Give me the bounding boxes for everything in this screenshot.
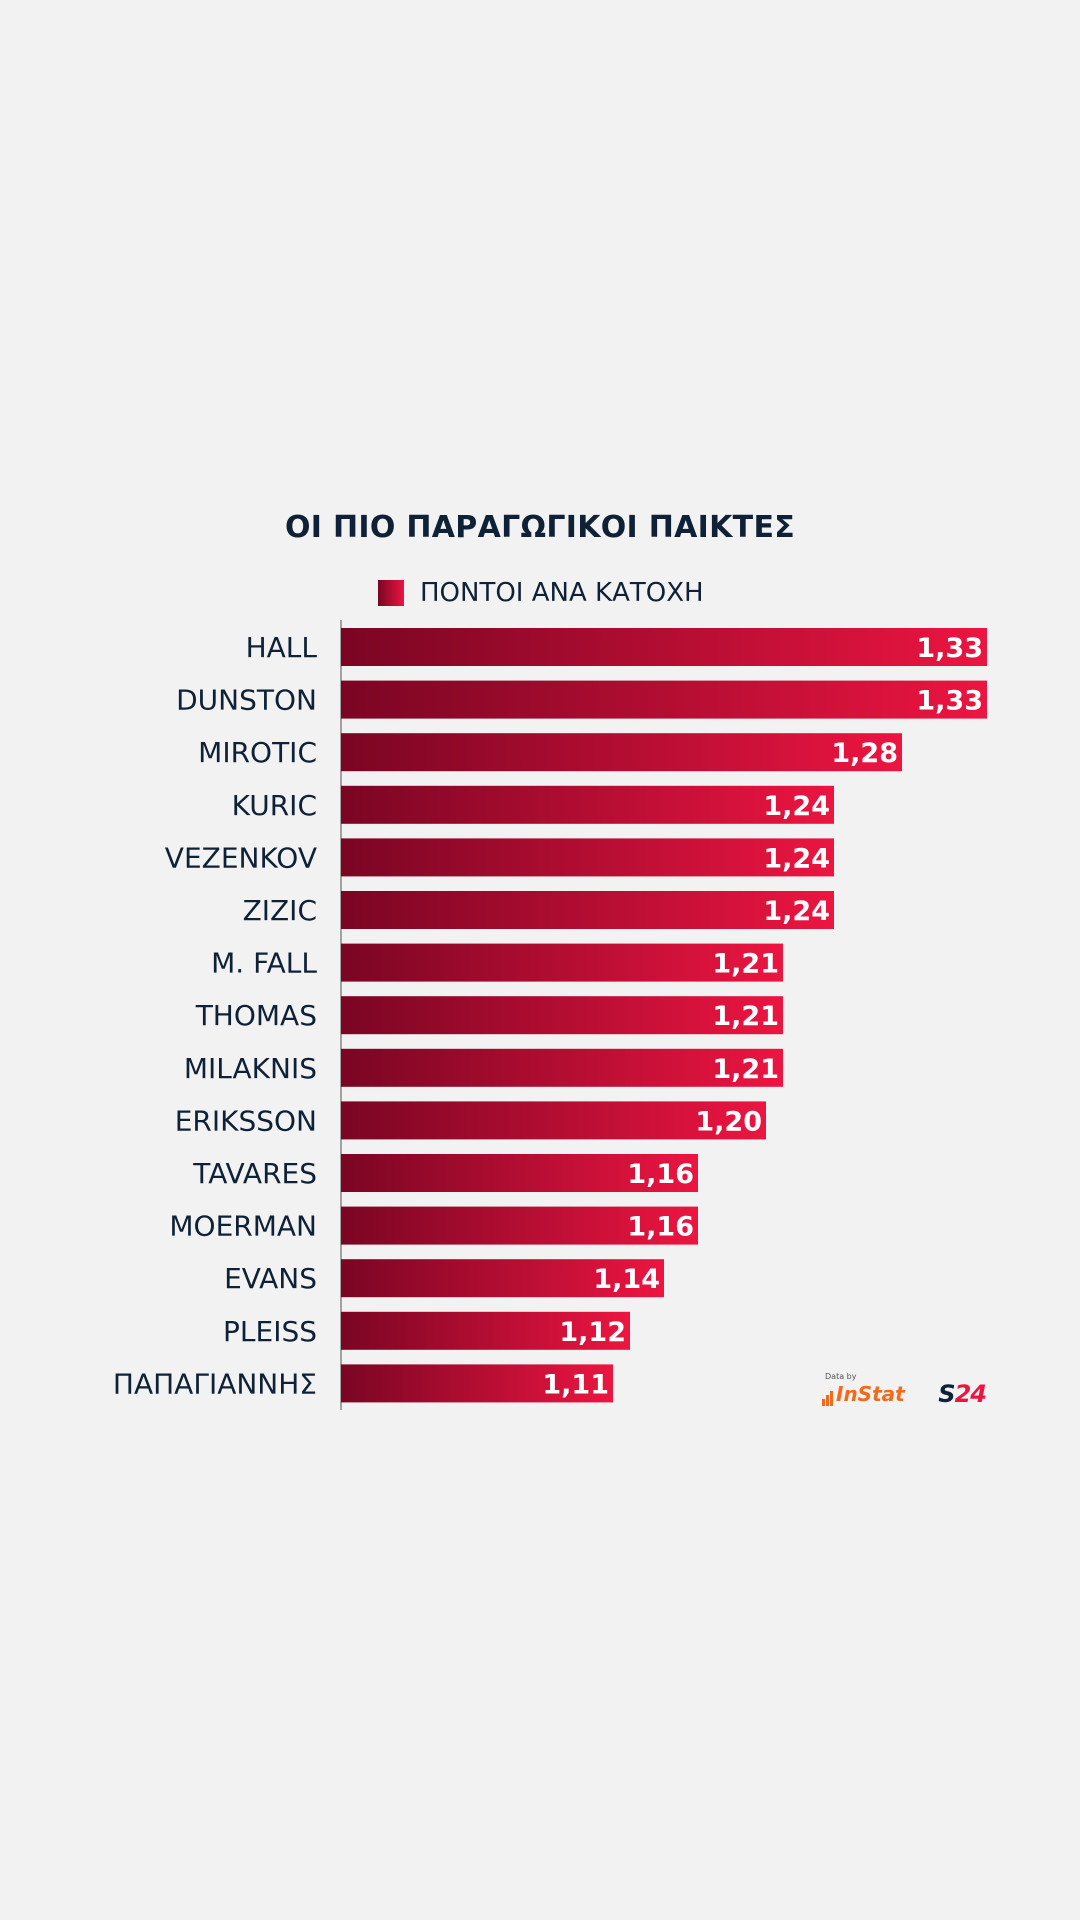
bar-15 bbox=[341, 1364, 613, 1403]
bar-8 bbox=[341, 996, 783, 1035]
bar-5 bbox=[341, 838, 834, 877]
s24-logo-number: 24 bbox=[954, 1380, 987, 1408]
value-label: 1,14 bbox=[593, 1264, 660, 1295]
data-provider-logo: Data by InStat S24 bbox=[822, 1372, 988, 1408]
bar-7 bbox=[341, 943, 783, 982]
instat-logo-text: InStat bbox=[836, 1382, 905, 1406]
bar-3 bbox=[341, 733, 902, 772]
bar-11 bbox=[341, 1154, 698, 1192]
bar-10 bbox=[341, 1101, 766, 1140]
bar-13 bbox=[341, 1259, 664, 1298]
logo-data-by: Data by bbox=[825, 1372, 857, 1381]
category-label: MIROTIC bbox=[198, 736, 317, 769]
category-label: THOMAS bbox=[195, 999, 317, 1032]
bar-9 bbox=[341, 1048, 783, 1087]
bar-4 bbox=[341, 785, 834, 824]
category-label: M. FALL bbox=[211, 947, 317, 980]
category-label: VEZENKOV bbox=[165, 841, 317, 874]
value-label: 1,16 bbox=[627, 1159, 694, 1190]
category-label: MOERMAN bbox=[169, 1210, 317, 1243]
category-label: PLEISS bbox=[223, 1315, 317, 1348]
instat-logo: InStat bbox=[822, 1382, 905, 1406]
bar-14 bbox=[341, 1311, 630, 1350]
value-label: 1,21 bbox=[712, 1054, 779, 1085]
s24-logo-s: S bbox=[938, 1380, 955, 1408]
category-label: HALL bbox=[246, 631, 318, 664]
bar-12 bbox=[341, 1206, 698, 1245]
category-label: EVANS bbox=[224, 1262, 317, 1295]
value-label: 1,12 bbox=[559, 1317, 626, 1348]
value-label: 1,21 bbox=[712, 949, 779, 980]
value-label: 1,20 bbox=[695, 1106, 762, 1137]
bar-1 bbox=[341, 628, 987, 666]
legend-label: ΠΟΝΤΟΙ ΑΝΑ ΚΑΤΟΧΗ bbox=[420, 578, 704, 608]
value-label: 1,24 bbox=[763, 843, 830, 874]
value-label: 1,33 bbox=[916, 686, 983, 717]
value-label: 1,21 bbox=[712, 1001, 779, 1032]
value-label: 1,16 bbox=[627, 1212, 694, 1243]
category-label: ZIZIC bbox=[243, 894, 317, 927]
category-label: TAVARES bbox=[192, 1157, 317, 1190]
category-label: ΠΑΠΑΓΙΑΝΝΗΣ bbox=[113, 1367, 317, 1400]
category-label: ERIKSSON bbox=[175, 1104, 317, 1137]
value-label: 1,28 bbox=[831, 738, 898, 769]
legend-swatch bbox=[378, 580, 404, 606]
category-label: MILAKNIS bbox=[184, 1052, 317, 1085]
value-label: 1,33 bbox=[916, 633, 983, 664]
category-label: KURIC bbox=[232, 789, 317, 822]
chart-legend: ΠΟΝΤΟΙ ΑΝΑ ΚΑΤΟΧΗ bbox=[378, 576, 704, 610]
chart-title: ΟΙ ΠΙΟ ΠΑΡΑΓΩΓΙΚΟΙ ΠΑΙΚΤΕΣ bbox=[284, 510, 796, 545]
s24-logo: S24 bbox=[938, 1380, 987, 1408]
category-label: DUNSTON bbox=[176, 684, 317, 717]
bar-2 bbox=[341, 680, 987, 719]
value-label: 1,24 bbox=[763, 791, 830, 822]
value-label: 1,24 bbox=[763, 896, 830, 927]
instat-bars-icon bbox=[822, 1391, 834, 1406]
bar-6 bbox=[341, 891, 834, 929]
value-label: 1,11 bbox=[542, 1369, 609, 1400]
